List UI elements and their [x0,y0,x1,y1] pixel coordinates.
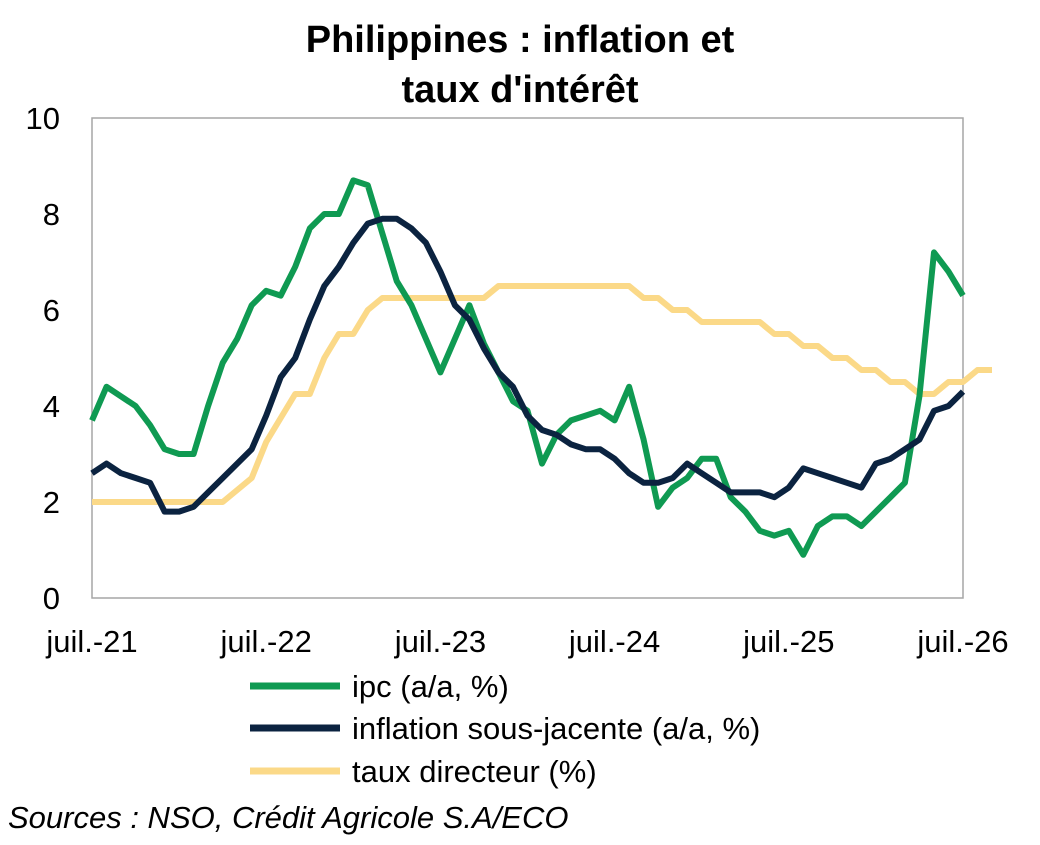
chart-title-line-1: Philippines : inflation et [306,19,735,61]
y-tick-label: 10 [26,101,60,136]
y-tick-label: 2 [43,485,60,520]
y-axis: 0 2 4 6 8 10 [26,101,60,616]
y-tick-label: 6 [43,293,60,328]
x-axis: juil.-21 juil.-22 juil.-23 juil.-24 juil.-25… [45,624,1008,659]
y-tick-label: 0 [43,581,60,616]
y-tick-label: 4 [43,389,60,424]
legend-label: inflation sous-jacente (a/a, %) [352,711,760,746]
chart-title-line-2: taux d'intérêt [401,69,638,111]
series-line-2 [90,215,966,515]
series-group [89,177,992,558]
legend-label: ipc (a/a, %) [352,669,509,704]
plot-area [91,117,964,599]
x-tick-label: juil.-25 [742,624,834,659]
x-tick-label: juil.-26 [916,624,1008,659]
x-tick-label: juil.-21 [45,624,137,659]
legend-label: taux directeur (%) [352,754,597,789]
x-tick-label: juil.-24 [568,624,660,659]
legend: ipc (a/a, %) inflation sous-jacente (a/a,… [250,669,760,789]
x-tick-label: juil.-22 [220,624,312,659]
y-tick-label: 8 [43,197,60,232]
chart: Philippines : inflation et taux d'intérê… [26,19,1009,789]
series-line-3 [92,283,992,505]
chart-title: Philippines : inflation et taux d'intérê… [306,19,735,111]
source-note: Sources : NSO, Crédit Agricole S.A/ECO [8,800,569,835]
x-tick-label: juil.-23 [394,624,486,659]
